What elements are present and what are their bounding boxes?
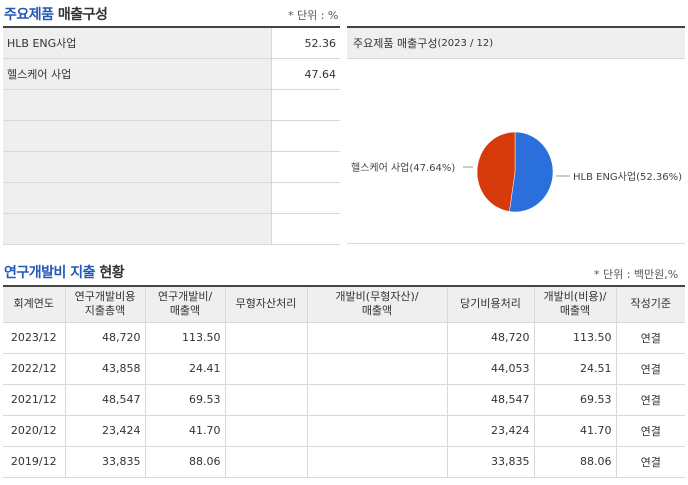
product-row <box>3 121 340 152</box>
rd-unit-label: * 단위 : 백만원,% <box>594 268 679 281</box>
rd-cell: 2021/12 <box>3 384 66 416</box>
rd-cell: 43,858 <box>65 353 146 385</box>
product-share <box>272 90 340 120</box>
rd-cell: 2022/12 <box>3 353 66 385</box>
rd-cell <box>307 384 448 416</box>
rd-cell <box>225 322 308 354</box>
chart-title: 주요제품 매출구성 <box>353 37 438 50</box>
rd-expense-table: 회계연도 연구개발비용 지출총액 연구개발비/매출액 무형자산처리 개발비(무형자산)/매… <box>3 285 685 478</box>
rd-cell: 69.53 <box>534 384 617 416</box>
rd-cell: 연결 <box>616 353 685 385</box>
product-unit-label: * 단위 : % <box>288 9 339 22</box>
product-sales-title-sub: 매출구성 <box>53 7 108 23</box>
product-sales-title: 주요제품 매출구성 <box>4 4 108 24</box>
product-name <box>3 121 272 151</box>
rd-cell <box>307 446 448 478</box>
rd-header-cell: 작성기준 <box>616 286 685 323</box>
rd-cell: 113.50 <box>145 322 226 354</box>
pie-chart: 헬스케어 사업(47.64%) HLB ENG사업(52.36%) <box>351 131 682 213</box>
product-row <box>3 214 340 245</box>
pie-slice <box>476 131 516 212</box>
product-share <box>272 152 340 182</box>
product-row <box>3 152 340 183</box>
rd-cell: 2023/12 <box>3 322 66 354</box>
product-sales-title-main: 주요제품 <box>4 7 54 23</box>
product-row: HLB ENG사업 52.36 <box>3 28 340 59</box>
product-share <box>272 214 340 244</box>
table-row: 2022/12 43,858 24.41 44,053 24.51 연결 <box>3 353 685 385</box>
product-name <box>3 152 272 182</box>
product-sales-chart: 주요제품 매출구성 (2023 / 12) 헬스케어 사업(47.64%) HLB… <box>347 26 685 244</box>
rd-header-cell: 회계연도 <box>3 286 66 323</box>
rd-cell: 23,424 <box>447 415 535 447</box>
product-share <box>272 183 340 213</box>
rd-cell <box>225 353 308 385</box>
rd-cell: 24.51 <box>534 353 617 385</box>
rd-cell: 33,835 <box>65 446 146 478</box>
rd-header-cell: 연구개발비/매출액 <box>145 286 226 323</box>
chart-period: (2023 / 12) <box>437 37 494 49</box>
table-row: 2020/12 23,424 41.70 23,424 41.70 연결 <box>3 415 685 447</box>
rd-header-cell: 무형자산처리 <box>225 286 308 323</box>
rd-cell <box>225 384 308 416</box>
rd-cell: 24.41 <box>145 353 226 385</box>
rd-cell: 48,547 <box>447 384 535 416</box>
rd-cell <box>307 415 448 447</box>
rd-cell: 113.50 <box>534 322 617 354</box>
rd-cell: 연결 <box>616 446 685 478</box>
table-row: 2019/12 33,835 88.06 33,835 88.06 연결 <box>3 446 685 478</box>
rd-cell: 33,835 <box>447 446 535 478</box>
product-sales-table: HLB ENG사업 52.36 헬스케어 사업 47.64 <box>3 26 340 245</box>
rd-cell <box>307 322 448 354</box>
rd-header-cell: 연구개발비용 지출총액 <box>65 286 146 323</box>
product-name <box>3 214 272 244</box>
product-row <box>3 183 340 214</box>
rd-cell: 2020/12 <box>3 415 66 447</box>
chart-header: 주요제품 매출구성 (2023 / 12) <box>347 28 685 59</box>
product-name: HLB ENG사업 <box>3 28 272 58</box>
pie-label-hlb-eng: HLB ENG사업(52.36%) <box>573 170 682 183</box>
pie-slice <box>509 131 554 213</box>
rd-cell: 69.53 <box>145 384 226 416</box>
product-name <box>3 90 272 120</box>
product-row: 헬스케어 사업 47.64 <box>3 59 340 90</box>
rd-cell: 88.06 <box>534 446 617 478</box>
product-name <box>3 183 272 213</box>
product-share: 47.64 <box>304 67 337 81</box>
rd-table-header: 회계연도 연구개발비용 지출총액 연구개발비/매출액 무형자산처리 개발비(무형자산)/매… <box>3 286 685 323</box>
rd-cell: 44,053 <box>447 353 535 385</box>
rd-cell: 41.70 <box>534 415 617 447</box>
rd-cell <box>307 353 448 385</box>
pie-label-healthcare: 헬스케어 사업(47.64%) <box>351 161 455 174</box>
product-name: 헬스케어 사업 <box>3 59 272 89</box>
rd-expense-title-main: 연구개발비 지출 <box>4 265 96 281</box>
rd-expense-title: 연구개발비 지출 현황 <box>4 262 125 282</box>
rd-cell: 41.70 <box>145 415 226 447</box>
rd-header-cell: 개발비(비용)/매출액 <box>534 286 617 323</box>
rd-cell <box>225 415 308 447</box>
rd-cell: 48,720 <box>447 322 535 354</box>
rd-cell: 연결 <box>616 384 685 416</box>
rd-cell <box>225 446 308 478</box>
rd-cell: 23,424 <box>65 415 146 447</box>
rd-cell: 연결 <box>616 322 685 354</box>
rd-cell: 48,547 <box>65 384 146 416</box>
rd-header-cell: 당기비용처리 <box>447 286 535 323</box>
product-share: 52.36 <box>304 36 337 50</box>
product-row <box>3 90 340 121</box>
rd-cell: 88.06 <box>145 446 226 478</box>
table-row: 2023/12 48,720 113.50 48,720 113.50 연결 <box>3 322 685 354</box>
rd-cell: 2019/12 <box>3 446 66 478</box>
rd-header-cell: 개발비(무형자산)/매출액 <box>307 286 448 323</box>
rd-expense-title-sub: 현황 <box>95 265 125 281</box>
rd-cell: 48,720 <box>65 322 146 354</box>
table-row: 2021/12 48,547 69.53 48,547 69.53 연결 <box>3 384 685 416</box>
rd-cell: 연결 <box>616 415 685 447</box>
product-share <box>272 121 340 151</box>
